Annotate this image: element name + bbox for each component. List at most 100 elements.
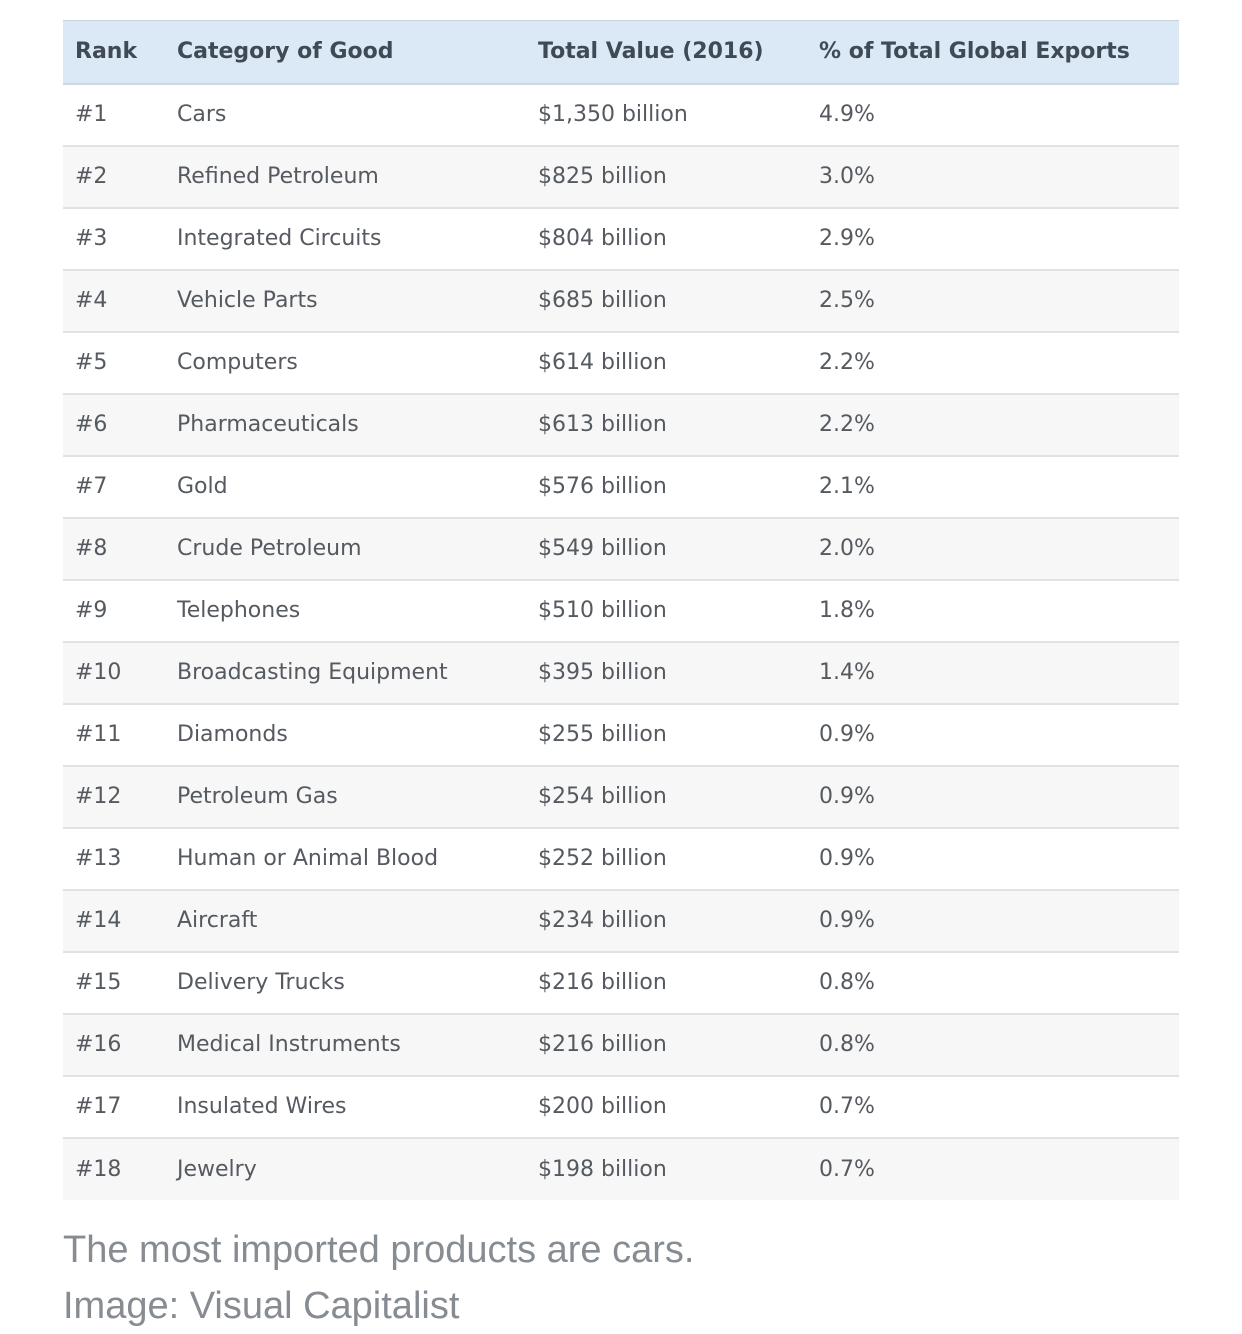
category-cell: Crude Petroleum xyxy=(177,536,362,561)
category-cell: Broadcasting Equipment xyxy=(177,660,448,685)
image-caption: The most imported products are cars. Ima… xyxy=(63,1222,694,1334)
category-cell: Integrated Circuits xyxy=(177,226,382,251)
total-value-cell: $216 billion xyxy=(538,1032,667,1057)
caption-line-description: The most imported products are cars. xyxy=(63,1229,695,1271)
category-cell: Gold xyxy=(177,474,228,499)
rank-cell: #16 xyxy=(75,1032,122,1057)
rank-cell: #14 xyxy=(75,908,122,933)
percent-cell: 0.9% xyxy=(819,846,875,871)
total-value-cell: $216 billion xyxy=(538,970,667,995)
table-row: #16 Medical Instruments $216 billion 0.8% xyxy=(63,1013,1179,1076)
category-cell: Telephones xyxy=(177,598,301,623)
table-row: #17 Insulated Wires $200 billion 0.7% xyxy=(63,1075,1179,1138)
table-row: #1 Cars $1,350 billion 4.9% xyxy=(63,83,1179,146)
total-value-cell: $613 billion xyxy=(538,412,667,437)
table-header: Rank Category of Good Total Value (2016)… xyxy=(63,20,1179,85)
total-value-cell: $549 billion xyxy=(538,536,667,561)
category-cell: Medical Instruments xyxy=(177,1032,401,1057)
total-value-cell: $255 billion xyxy=(538,722,667,747)
category-cell: Petroleum Gas xyxy=(177,784,338,809)
category-cell: Diamonds xyxy=(177,722,288,747)
category-cell: Cars xyxy=(177,102,227,127)
category-cell: Computers xyxy=(177,350,298,375)
total-value-cell: $395 billion xyxy=(538,660,667,685)
percent-cell: 0.9% xyxy=(819,908,875,933)
rank-cell: #17 xyxy=(75,1094,122,1119)
table-body: #1 Cars $1,350 billion 4.9% #2 Refined Petrol… xyxy=(63,83,1179,1200)
rank-cell: #15 xyxy=(75,970,122,995)
total-value-cell: $198 billion xyxy=(538,1156,667,1182)
percent-cell: 2.0% xyxy=(819,536,875,561)
total-value-cell: $685 billion xyxy=(538,288,667,313)
table-row: #12 Petroleum Gas $254 billion 0.9% xyxy=(63,765,1179,828)
percent-cell: 4.9% xyxy=(819,102,875,127)
total-value-cell: $234 billion xyxy=(538,908,667,933)
rank-cell: #7 xyxy=(75,474,108,499)
rank-cell: #10 xyxy=(75,660,122,685)
table-row: #9 Telephones $510 billion 1.8% xyxy=(63,579,1179,642)
table-row: #5 Computers $614 billion 2.2% xyxy=(63,331,1179,394)
exports-table: Rank Category of Good Total Value (2016)… xyxy=(63,20,1179,1200)
table-row: #3 Integrated Circuits $804 billion 2.9% xyxy=(63,207,1179,270)
percent-cell: 0.8% xyxy=(819,1032,875,1057)
table-row: #4 Vehicle Parts $685 billion 2.5% xyxy=(63,269,1179,332)
category-cell: Jewelry xyxy=(177,1156,257,1182)
rank-cell: #4 xyxy=(75,288,108,313)
table-row: #18 Jewelry $198 billion 0.7% xyxy=(63,1137,1179,1200)
total-value-cell: $804 billion xyxy=(538,226,667,251)
category-cell: Pharmaceuticals xyxy=(177,412,359,437)
header-total-value: Total Value (2016) xyxy=(526,20,807,85)
percent-cell: 1.4% xyxy=(819,660,875,685)
header-percent-exports: % of Total Global Exports xyxy=(807,20,1179,85)
percent-cell: 3.0% xyxy=(819,164,875,189)
category-cell: Delivery Trucks xyxy=(177,970,345,995)
header-category: Category of Good xyxy=(165,20,526,85)
rank-cell: #18 xyxy=(75,1156,122,1182)
percent-cell: 0.8% xyxy=(819,970,875,995)
percent-cell: 2.2% xyxy=(819,412,875,437)
category-cell: Human or Animal Blood xyxy=(177,846,439,871)
table-row: #11 Diamonds $255 billion 0.9% xyxy=(63,703,1179,766)
rank-cell: #11 xyxy=(75,722,122,747)
total-value-cell: $252 billion xyxy=(538,846,667,871)
category-cell: Insulated Wires xyxy=(177,1094,347,1119)
total-value-cell: $254 billion xyxy=(538,784,667,809)
total-value-cell: $200 billion xyxy=(538,1094,667,1119)
percent-cell: 2.2% xyxy=(819,350,875,375)
category-cell: Aircraft xyxy=(177,908,258,933)
percent-cell: 0.7% xyxy=(819,1156,875,1182)
rank-cell: #3 xyxy=(75,226,108,251)
table-row: #15 Delivery Trucks $216 billion 0.8% xyxy=(63,951,1179,1014)
percent-cell: 1.8% xyxy=(819,598,875,623)
rank-cell: #2 xyxy=(75,164,108,189)
percent-cell: 0.9% xyxy=(819,722,875,747)
total-value-cell: $1,350 billion xyxy=(538,102,688,127)
percent-cell: 0.7% xyxy=(819,1094,875,1119)
table-row: #2 Refined Petroleum $825 billion 3.0% xyxy=(63,145,1179,208)
table-row: #6 Pharmaceuticals $613 billion 2.2% xyxy=(63,393,1179,456)
percent-cell: 2.1% xyxy=(819,474,875,499)
header-row: Rank Category of Good Total Value (2016)… xyxy=(63,20,1179,85)
category-cell: Refined Petroleum xyxy=(177,164,379,189)
rank-cell: #12 xyxy=(75,784,122,809)
category-cell: Vehicle Parts xyxy=(177,288,318,313)
percent-cell: 2.5% xyxy=(819,288,875,313)
header-rank: Rank xyxy=(63,20,165,85)
table-row: #8 Crude Petroleum $549 billion 2.0% xyxy=(63,517,1179,580)
percent-cell: 0.9% xyxy=(819,784,875,809)
total-value-cell: $510 billion xyxy=(538,598,667,623)
caption-line-credit: Image: Visual Capitalist xyxy=(63,1285,460,1327)
rank-cell: #13 xyxy=(75,846,122,871)
rank-cell: #9 xyxy=(75,598,108,623)
total-value-cell: $576 billion xyxy=(538,474,667,499)
rank-cell: #1 xyxy=(75,102,108,127)
table-row: #7 Gold $576 billion 2.1% xyxy=(63,455,1179,518)
table-row: #13 Human or Animal Blood $252 billion 0.9% xyxy=(63,827,1179,890)
rank-cell: #8 xyxy=(75,536,108,561)
rank-cell: #5 xyxy=(75,350,108,375)
total-value-cell: $825 billion xyxy=(538,164,667,189)
exports-table-container: Rank Category of Good Total Value (2016)… xyxy=(63,20,1179,1200)
table-row: #14 Aircraft $234 billion 0.9% xyxy=(63,889,1179,952)
rank-cell: #6 xyxy=(75,412,108,437)
percent-cell: 2.9% xyxy=(819,226,875,251)
